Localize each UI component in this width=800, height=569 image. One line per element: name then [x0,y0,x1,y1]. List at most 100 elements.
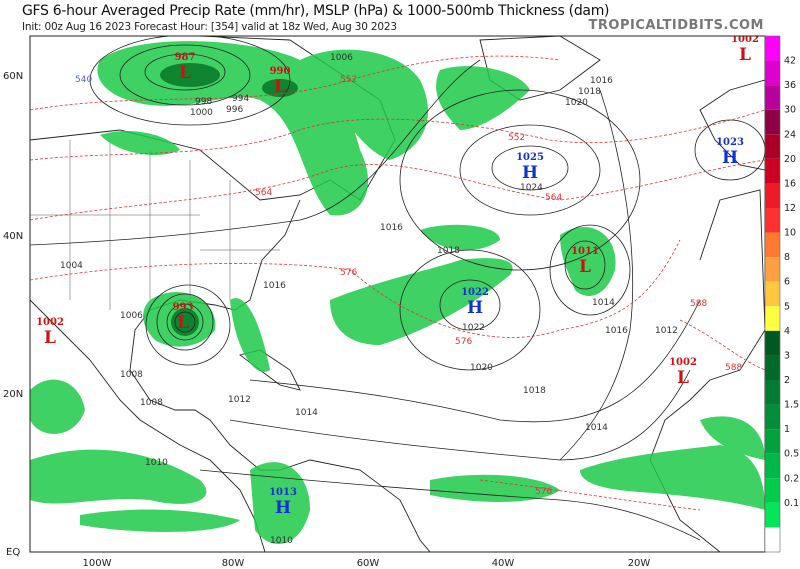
pressure-symbol: H [722,148,738,168]
pressure-symbol: L [177,313,189,333]
pressure-symbol: H [522,163,538,183]
isobar-label: 1012 [228,395,251,405]
colorbar-label: 6 [784,277,790,288]
colorbar-frame [764,35,781,553]
colorbar-segment [765,453,780,479]
isobar-label: 1014 [592,298,615,308]
pressure-value: 990 [270,66,291,77]
pressure-value: 1022 [461,287,489,298]
colorbar-label: 0.5 [784,449,799,460]
isobars [30,36,765,541]
lon-label: 60W [357,558,380,569]
pressure-value: 1002 [36,317,64,328]
lon-label: 80W [222,558,245,569]
isobar-label: 1018 [437,246,460,256]
thickness-label: 576 [455,337,472,347]
colorbar-label: 1 [784,424,790,435]
pressure-value: 987 [175,52,196,63]
colorbar-segment [765,232,780,258]
pressure-symbol: L [579,257,591,277]
isobar-label: 1018 [578,87,601,97]
lat-label: EQ [6,547,20,558]
colorbar-segment [765,183,780,208]
colorbar-label: 2 [784,375,790,386]
isobar-label: 998 [195,97,212,107]
colorbar-segment [765,134,780,159]
colorbar-label: 0.1 [784,498,799,509]
pressure-value: 1023 [716,137,744,148]
isobar-label: 1010 [145,458,168,468]
thickness-label: 564 [545,193,562,203]
isobar-label: 994 [232,94,249,104]
isobar-label: 1000 [190,108,213,118]
lon-label: 40W [492,558,515,569]
map-subtitle: Init: 00z Aug 16 2023 Forecast Hour: [35… [22,21,397,33]
colorbar-label: 16 [784,178,796,189]
colorbar-segment [765,281,780,307]
brand-watermark: TROPICALTIDBITS.COM [588,18,764,33]
precip-colorbar: 42 36 30 24 20 16 12 10 8 6 5 4 3 2 1.5 1 0.5 0.2 0.1 [764,35,799,553]
pressure-symbol: L [677,368,689,388]
isobar-label: 1014 [585,423,608,433]
isobar-label: 1016 [590,76,613,86]
colorbar-segment [765,109,780,135]
pressure-value: 1011 [571,246,599,257]
colorbar-segment [765,60,780,86]
thickness-label: 588 [725,363,742,373]
latitude-labels: 60N 40N 20N EQ [3,71,23,558]
colorbar-segment [765,404,780,430]
colorbar-label: 24 [784,129,796,140]
colorbar-segment [765,36,780,61]
pressure-value: 1002 [731,34,759,45]
longitude-labels: 100W 80W 60W 40W 20W [83,558,651,569]
pressure-symbol: L [44,328,56,348]
colorbar-segment [765,429,780,454]
colorbar-label: 20 [784,154,796,165]
isobar-label: 1006 [330,53,353,63]
lat-label: 20N [3,389,23,400]
thickness-label: 552 [508,133,525,143]
isobar-label: 1018 [523,386,546,396]
pressure-symbol: L [179,63,191,83]
thickness-label: 588 [690,299,707,309]
colorbar-segment [765,330,780,356]
colorbar-label: 10 [784,228,796,239]
pressure-symbol: L [274,77,286,97]
pressure-symbol: L [739,45,751,65]
colorbar-segment [765,306,780,331]
colorbar-label: 4 [784,326,790,337]
isobar-label: 1024 [520,183,543,193]
thickness-label: 552 [340,75,357,85]
political-borders [30,140,280,310]
colorbar-label: 3 [784,350,790,361]
isobar-label: 1016 [263,281,286,291]
isobar-label: 1008 [140,398,163,408]
isobar-label: 1016 [380,223,403,233]
isobar-label: 1016 [605,326,628,336]
colorbar-label: 36 [784,80,796,91]
thickness-label: 540 [75,75,92,85]
isobar-label: 1020 [565,98,588,108]
pressure-symbol: H [467,298,483,318]
colorbar-label: 5 [784,301,790,312]
isobar-label: 996 [226,105,243,115]
colorbar-segment [765,158,780,184]
pressure-value: 993 [173,302,194,313]
lat-label: 40N [3,231,23,242]
colorbar-label: 42 [784,56,796,67]
colorbar-segment [765,85,780,110]
isobar-label: 1008 [120,370,143,380]
isobar-labels: 994 996 998 1000 1004 1006 1008 1010 101… [60,53,678,546]
colorbar-segment [765,208,780,233]
colorbar-label: 12 [784,203,796,214]
isobar-label: 1014 [295,408,318,418]
